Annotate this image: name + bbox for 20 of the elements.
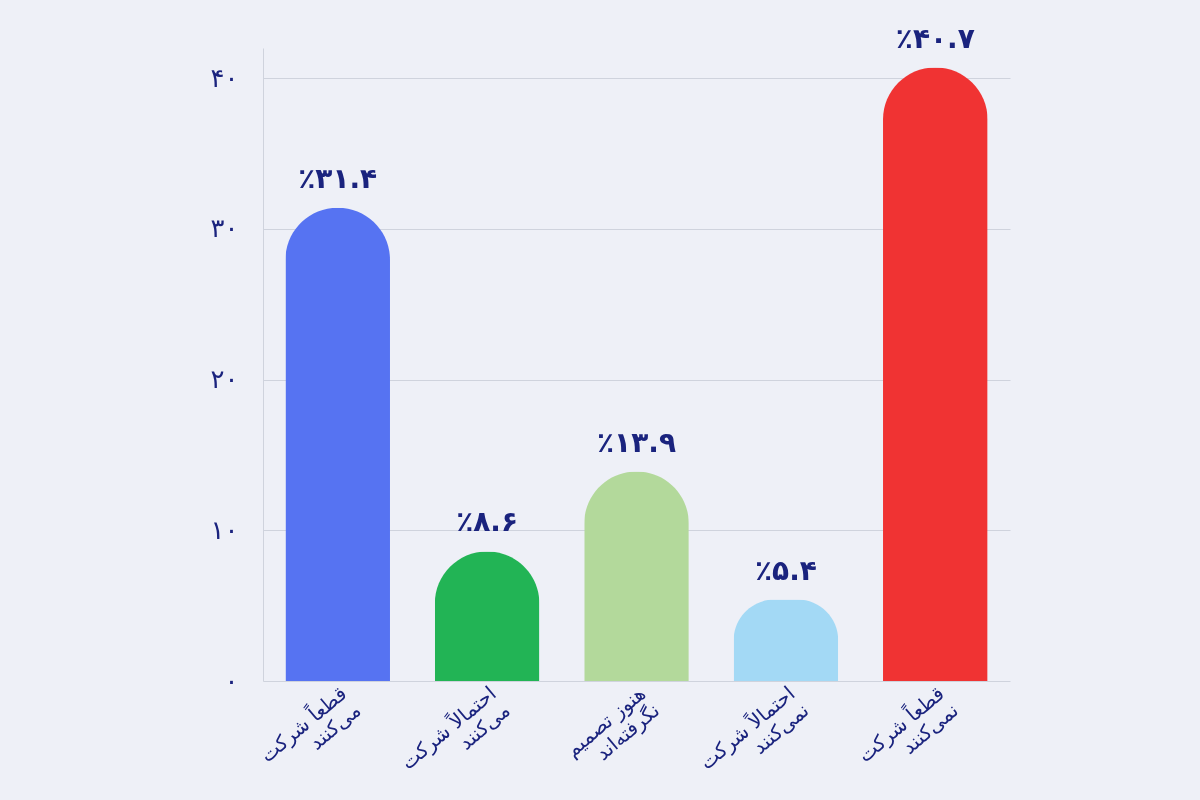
bar xyxy=(285,207,390,681)
data-label: ٪۵.۴ xyxy=(754,553,817,587)
y-tick-label: ۱۰ xyxy=(210,514,239,545)
y-tick-label: ۳۰ xyxy=(210,213,239,244)
y-tick-label: ۰ xyxy=(224,665,239,696)
bar xyxy=(434,551,540,681)
data-label: ٪۴۰.۷ xyxy=(895,21,975,55)
data-label: ٪۸.۶ xyxy=(456,505,519,539)
x-tick-label: هنوز تصمیم نگرفته‌اند xyxy=(560,681,665,766)
x-tick-label: قطعاً شرکت می‌کنند xyxy=(253,679,366,768)
bar xyxy=(584,471,689,681)
data-label: ٪۱۳.۹ xyxy=(597,425,676,459)
bar xyxy=(733,599,839,681)
x-tick-label: احتمالاً شرکت می‌کنند xyxy=(395,680,515,775)
data-label: ٪۳۱.۴ xyxy=(298,161,378,195)
bar xyxy=(883,67,988,681)
x-tick-label: قطعاً شرکت نمی‌کنند xyxy=(851,679,963,768)
y-tick-label: ۲۰ xyxy=(210,364,239,395)
x-tick-label: احتمالاً شرکت نمی‌کنند xyxy=(694,680,814,775)
y-tick-label: ۴۰ xyxy=(210,62,239,93)
